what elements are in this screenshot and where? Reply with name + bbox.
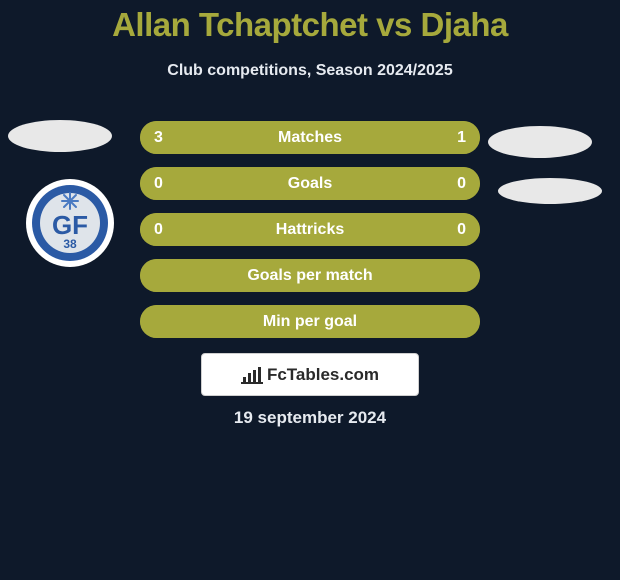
stat-label: Goals xyxy=(288,175,332,193)
stat-bar-left xyxy=(140,167,310,200)
stat-label: Matches xyxy=(278,129,342,147)
stat-value-right: 0 xyxy=(457,221,466,239)
page-subtitle: Club competitions, Season 2024/2025 xyxy=(0,62,620,80)
date-text: 19 september 2024 xyxy=(0,408,620,428)
branding-box: FcTables.com xyxy=(201,353,419,396)
chart-icon xyxy=(241,366,263,384)
stat-bar-left xyxy=(140,121,395,154)
stat-value-right: 0 xyxy=(457,175,466,193)
stat-value-left: 0 xyxy=(154,175,163,193)
stat-row: 3 1 Matches xyxy=(140,121,480,154)
stat-label: Goals per match xyxy=(247,267,372,285)
stat-bar-right xyxy=(310,167,480,200)
stat-row: 0 0 Goals xyxy=(140,167,480,200)
stat-label: Min per goal xyxy=(263,313,357,331)
page-title: Allan Tchaptchet vs Djaha xyxy=(0,6,620,44)
stat-label: Hattricks xyxy=(276,221,344,239)
stat-bar-right xyxy=(395,121,480,154)
comparison-card: Allan Tchaptchet vs Djaha Club competiti… xyxy=(0,0,620,580)
stat-row: Min per goal xyxy=(140,305,480,338)
branding-text: FcTables.com xyxy=(267,365,379,385)
stat-row: Goals per match xyxy=(140,259,480,292)
stat-value-left: 3 xyxy=(154,129,163,147)
stat-value-right: 1 xyxy=(457,129,466,147)
stats-container: 3 1 Matches 0 0 Goals 0 0 Hattricks Goals per mat… xyxy=(0,121,620,338)
stat-value-left: 0 xyxy=(154,221,163,239)
stat-row: 0 0 Hattricks xyxy=(140,213,480,246)
